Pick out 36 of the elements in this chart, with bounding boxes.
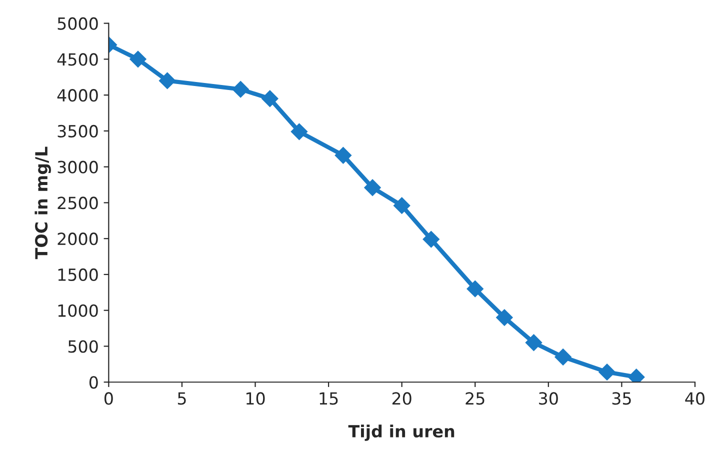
y-tick-label: 4000 [57, 89, 98, 102]
point [290, 123, 308, 140]
x-tick-label: 15 [320, 392, 338, 405]
x-tick-label: 40 [685, 392, 704, 405]
x-tick-label: 5 [178, 392, 186, 405]
point [334, 146, 352, 164]
point [422, 230, 440, 248]
x-tick-label: 10 [246, 392, 265, 405]
point [554, 348, 572, 366]
point [364, 179, 381, 196]
y-tick-label: 3500 [58, 124, 98, 138]
point [262, 90, 278, 108]
y-tick-label: 500 [68, 340, 98, 353]
y-tick-label: 1500 [58, 268, 98, 282]
x-tick-label: 20 [392, 392, 412, 405]
y-tick-label: 4500 [57, 53, 98, 66]
point [130, 50, 146, 68]
point [466, 280, 484, 298]
x-tick-label: 0 [104, 392, 113, 405]
y-tick-label: 5000 [58, 17, 98, 30]
point [232, 80, 249, 98]
y-tick-label: 2000 [58, 232, 98, 246]
point [525, 334, 542, 352]
y-axis-title: TOC in mg/L [34, 146, 51, 260]
point [598, 364, 616, 380]
x-tick-label: 25 [466, 392, 484, 405]
x-tick-label: 35 [612, 392, 631, 405]
point [158, 72, 176, 90]
point [393, 197, 410, 214]
x-axis-title: Tijd in uren [348, 424, 454, 441]
point [496, 309, 513, 326]
x-tick-label: 30 [539, 392, 558, 405]
y-tick-label: 0 [89, 376, 98, 389]
y-tick-label: 3000 [58, 160, 98, 174]
y-tick-label: 1000 [58, 304, 98, 317]
y-tick-label: 2500 [58, 196, 98, 210]
